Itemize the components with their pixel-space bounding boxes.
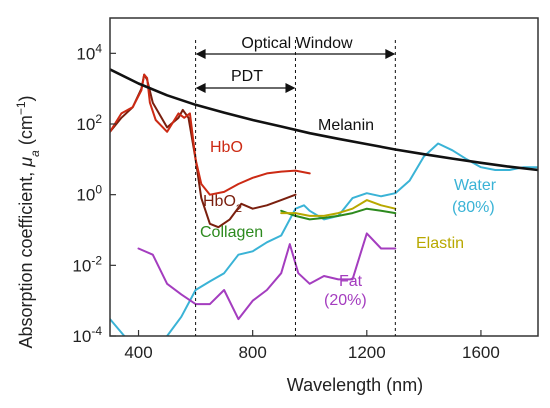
y-axis-label-mu: μ bbox=[16, 157, 36, 168]
x-tick-label: 400 bbox=[124, 343, 152, 362]
y-axis-label-close: ) bbox=[16, 95, 36, 101]
series-collagen-line bbox=[280, 207, 397, 221]
y-axis-label-sup: −1 bbox=[14, 101, 28, 115]
hbo-label: HbO bbox=[210, 139, 243, 156]
melanin-label: Melanin bbox=[318, 117, 374, 134]
fat-detail-label: (20%) bbox=[324, 292, 367, 309]
x-axis-label: Wavelength (nm) bbox=[287, 375, 423, 395]
y-tick-label: 10-2 bbox=[72, 253, 102, 275]
series-melanin-line bbox=[110, 68, 538, 172]
series-group bbox=[110, 68, 538, 336]
optical-window-arrow-right-icon bbox=[385, 49, 396, 59]
y-axis-label-sub: a bbox=[28, 150, 42, 157]
pdt-arrow-right-icon bbox=[285, 83, 296, 93]
y-tick-label: 10-4 bbox=[72, 324, 102, 346]
fat-label: Fat bbox=[339, 273, 363, 290]
pdt-arrow-left-icon bbox=[195, 83, 206, 93]
window-guides bbox=[195, 40, 396, 336]
x-axis-ticks: 400 800 1200 1600 bbox=[124, 330, 500, 362]
water-label: Water bbox=[454, 177, 497, 194]
x-tick-label: 1200 bbox=[348, 343, 386, 362]
pdt-label: PDT bbox=[231, 68, 263, 85]
y-tick-label: 104 bbox=[76, 41, 102, 63]
series-fat-line bbox=[137, 232, 397, 321]
hbo2-label: HbO2 bbox=[203, 193, 242, 215]
hbo2-label-main: HbO bbox=[203, 193, 236, 210]
hbo2-label-sub: 2 bbox=[236, 203, 242, 215]
y-axis-ticks: 10-4 10-2 100 102 104 bbox=[72, 41, 116, 346]
x-tick-label: 1600 bbox=[462, 343, 500, 362]
optical-window-arrow-left-icon bbox=[195, 49, 206, 59]
y-axis-label: Absorption coefficient, μa (cm−1) bbox=[14, 95, 42, 348]
series-elastin-line bbox=[280, 199, 397, 217]
plot-frame bbox=[109, 17, 539, 337]
y-tick-label: 100 bbox=[76, 183, 102, 205]
x-tick-label: 800 bbox=[238, 343, 266, 362]
elastin-label: Elastin bbox=[416, 235, 464, 252]
y-axis-label-main: Absorption coefficient, bbox=[16, 167, 36, 349]
series-hbo-line bbox=[110, 73, 311, 196]
y-tick-label: 102 bbox=[76, 112, 102, 134]
y-axis-label-unit: (cm bbox=[16, 115, 36, 150]
water-detail-label: (80%) bbox=[452, 199, 495, 216]
collagen-label: Collagen bbox=[200, 224, 263, 241]
series-water-line bbox=[110, 142, 538, 336]
optical-window-label: Optical Window bbox=[241, 35, 353, 52]
